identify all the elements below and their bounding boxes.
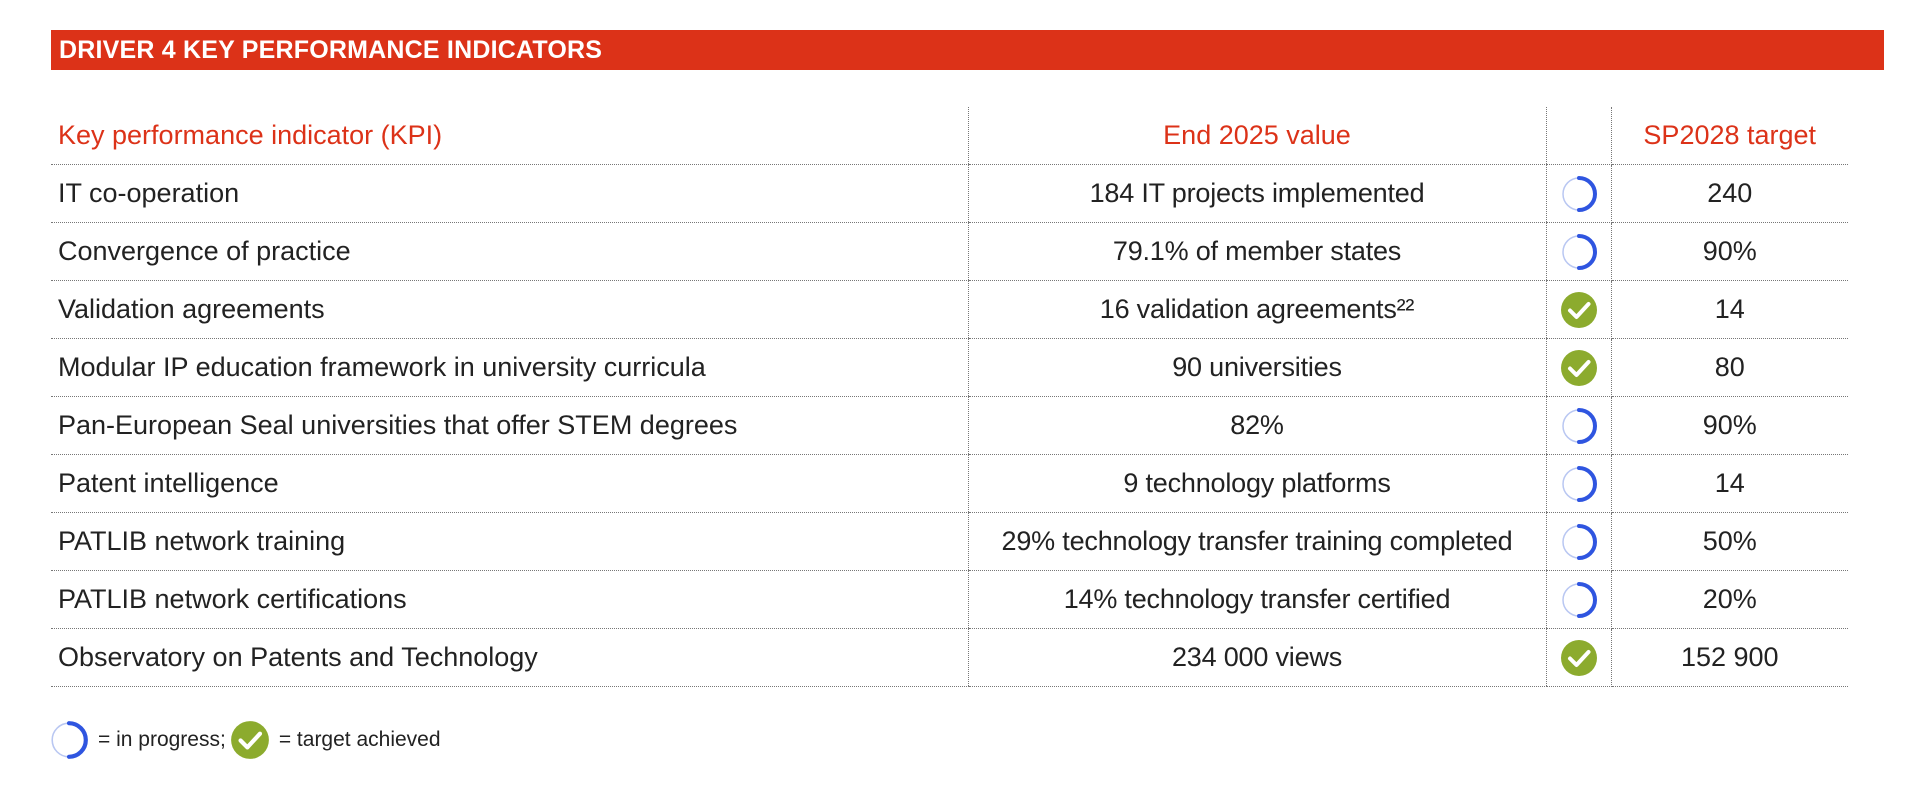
status-cell bbox=[1546, 397, 1611, 455]
check-circle-icon bbox=[1559, 290, 1599, 330]
end-value-cell: 184 IT projects implemented bbox=[968, 165, 1546, 223]
legend-in-progress-label: = in progress; bbox=[98, 728, 226, 752]
kpi-name-cell: PATLIB network certifications bbox=[51, 571, 968, 629]
table-row: Convergence of practice79.1% of member s… bbox=[51, 223, 1848, 281]
progress-ring-icon bbox=[1559, 406, 1599, 446]
table-row: PATLIB network training29% technology tr… bbox=[51, 513, 1848, 571]
progress-ring-icon bbox=[48, 719, 90, 761]
target-value-cell: 14 bbox=[1611, 455, 1848, 513]
check-circle-icon bbox=[1559, 638, 1599, 678]
kpi-table: Key performance indicator (KPI) End 2025… bbox=[51, 107, 1848, 687]
legend-achieved-label: = target achieved bbox=[279, 728, 441, 752]
table-row: PATLIB network certifications14% technol… bbox=[51, 571, 1848, 629]
status-column-header bbox=[1546, 107, 1611, 165]
check-circle-icon bbox=[229, 719, 271, 761]
table-header-row: Key performance indicator (KPI) End 2025… bbox=[51, 107, 1848, 165]
target-value-cell: 14 bbox=[1611, 281, 1848, 339]
end-value-cell: 82% bbox=[968, 397, 1546, 455]
table-row: Patent intelligence9 technology platform… bbox=[51, 455, 1848, 513]
target-value-cell: 50% bbox=[1611, 513, 1848, 571]
kpi-name-cell: IT co-operation bbox=[51, 165, 968, 223]
section-title-banner: DRIVER 4 KEY PERFORMANCE INDICATORS bbox=[51, 30, 1884, 70]
status-cell bbox=[1546, 513, 1611, 571]
target-value-cell: 20% bbox=[1611, 571, 1848, 629]
kpi-name-cell: Validation agreements bbox=[51, 281, 968, 339]
progress-ring-icon bbox=[1559, 580, 1599, 620]
table-row: Observatory on Patents and Technology234… bbox=[51, 629, 1848, 687]
table-row: Pan-European Seal universities that offe… bbox=[51, 397, 1848, 455]
legend: = in progress; = target achieved bbox=[48, 718, 444, 762]
status-cell bbox=[1546, 629, 1611, 687]
check-circle-icon bbox=[1559, 348, 1599, 388]
end-value-cell: 90 universities bbox=[968, 339, 1546, 397]
kpi-name-cell: PATLIB network training bbox=[51, 513, 968, 571]
table-row: IT co-operation184 IT projects implement… bbox=[51, 165, 1848, 223]
target-value-cell: 80 bbox=[1611, 339, 1848, 397]
target-value-cell: 240 bbox=[1611, 165, 1848, 223]
kpi-name-cell: Observatory on Patents and Technology bbox=[51, 629, 968, 687]
status-cell bbox=[1546, 339, 1611, 397]
target-value-cell: 90% bbox=[1611, 223, 1848, 281]
kpi-name-cell: Pan-European Seal universities that offe… bbox=[51, 397, 968, 455]
status-cell bbox=[1546, 281, 1611, 339]
status-cell bbox=[1546, 223, 1611, 281]
end-value-cell: 234 000 views bbox=[968, 629, 1546, 687]
progress-ring-icon bbox=[1559, 464, 1599, 504]
target-value-cell: 90% bbox=[1611, 397, 1848, 455]
kpi-name-cell: Patent intelligence bbox=[51, 455, 968, 513]
progress-ring-icon bbox=[1559, 174, 1599, 214]
end-value-cell: 16 validation agreements²² bbox=[968, 281, 1546, 339]
end-value-cell: 14% technology transfer certified bbox=[968, 571, 1546, 629]
end-value-cell: 29% technology transfer training complet… bbox=[968, 513, 1546, 571]
kpi-name-cell: Convergence of practice bbox=[51, 223, 968, 281]
target-column-header: SP2028 target bbox=[1611, 107, 1848, 165]
kpi-table-body: IT co-operation184 IT projects implement… bbox=[51, 165, 1848, 687]
status-cell bbox=[1546, 165, 1611, 223]
status-cell bbox=[1546, 571, 1611, 629]
target-value-cell: 152 900 bbox=[1611, 629, 1848, 687]
value-column-header: End 2025 value bbox=[968, 107, 1546, 165]
kpi-column-header: Key performance indicator (KPI) bbox=[51, 107, 968, 165]
end-value-cell: 9 technology platforms bbox=[968, 455, 1546, 513]
kpi-name-cell: Modular IP education framework in univer… bbox=[51, 339, 968, 397]
end-value-cell: 79.1% of member states bbox=[968, 223, 1546, 281]
progress-ring-icon bbox=[1559, 522, 1599, 562]
table-row: Modular IP education framework in univer… bbox=[51, 339, 1848, 397]
progress-ring-icon bbox=[1559, 232, 1599, 272]
status-cell bbox=[1546, 455, 1611, 513]
table-row: Validation agreements16 validation agree… bbox=[51, 281, 1848, 339]
